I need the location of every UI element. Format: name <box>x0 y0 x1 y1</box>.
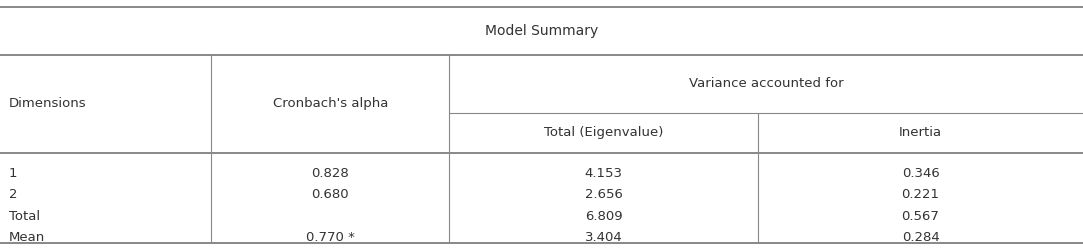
Text: 0.221: 0.221 <box>901 188 940 201</box>
Text: 2: 2 <box>9 188 17 201</box>
Text: Cronbach's alpha: Cronbach's alpha <box>273 97 388 110</box>
Text: Model Summary: Model Summary <box>485 24 598 38</box>
Text: Mean: Mean <box>9 231 44 244</box>
Text: 4.153: 4.153 <box>585 167 623 180</box>
Text: 0.770 *: 0.770 * <box>305 231 355 244</box>
Text: 0.346: 0.346 <box>902 167 939 180</box>
Text: 0.828: 0.828 <box>312 167 349 180</box>
Text: Variance accounted for: Variance accounted for <box>689 77 844 90</box>
Text: 6.809: 6.809 <box>585 210 623 223</box>
Text: 2.656: 2.656 <box>585 188 623 201</box>
Text: 1: 1 <box>9 167 17 180</box>
Text: Total: Total <box>9 210 40 223</box>
Text: 0.567: 0.567 <box>902 210 939 223</box>
Text: 3.404: 3.404 <box>585 231 623 244</box>
Text: 0.284: 0.284 <box>902 231 939 244</box>
Text: Dimensions: Dimensions <box>9 97 87 110</box>
Text: Inertia: Inertia <box>899 126 942 139</box>
Text: 0.680: 0.680 <box>312 188 349 201</box>
Text: Total (Eigenvalue): Total (Eigenvalue) <box>544 126 664 139</box>
